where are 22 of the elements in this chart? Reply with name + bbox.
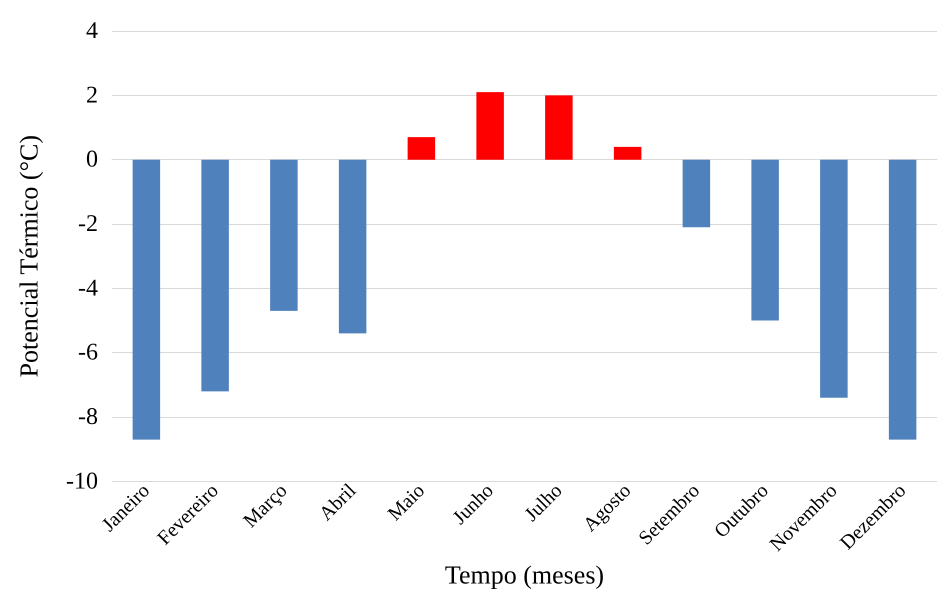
bar <box>682 160 710 228</box>
bar <box>132 160 160 440</box>
bar <box>201 160 229 392</box>
bar <box>751 160 779 321</box>
y-tick-label: 0 <box>86 146 98 173</box>
y-tick-label: -2 <box>78 211 98 238</box>
bar <box>270 160 298 311</box>
bar <box>545 95 573 160</box>
y-tick-label: -6 <box>78 340 98 366</box>
y-tick-label: -4 <box>78 275 98 302</box>
y-tick-label: 2 <box>86 82 98 108</box>
y-tick-label: 4 <box>86 18 98 44</box>
bar <box>888 160 916 440</box>
y-axis-title: Potencial Térmico (°C) <box>14 135 44 378</box>
bar <box>820 160 848 398</box>
y-tick-label: -8 <box>78 404 98 430</box>
bar <box>408 137 436 160</box>
y-tick-label: -10 <box>66 468 98 494</box>
bar <box>614 146 642 160</box>
x-axis-title: Tempo (meses) <box>444 560 604 590</box>
bar <box>338 160 366 334</box>
bar <box>476 92 504 160</box>
